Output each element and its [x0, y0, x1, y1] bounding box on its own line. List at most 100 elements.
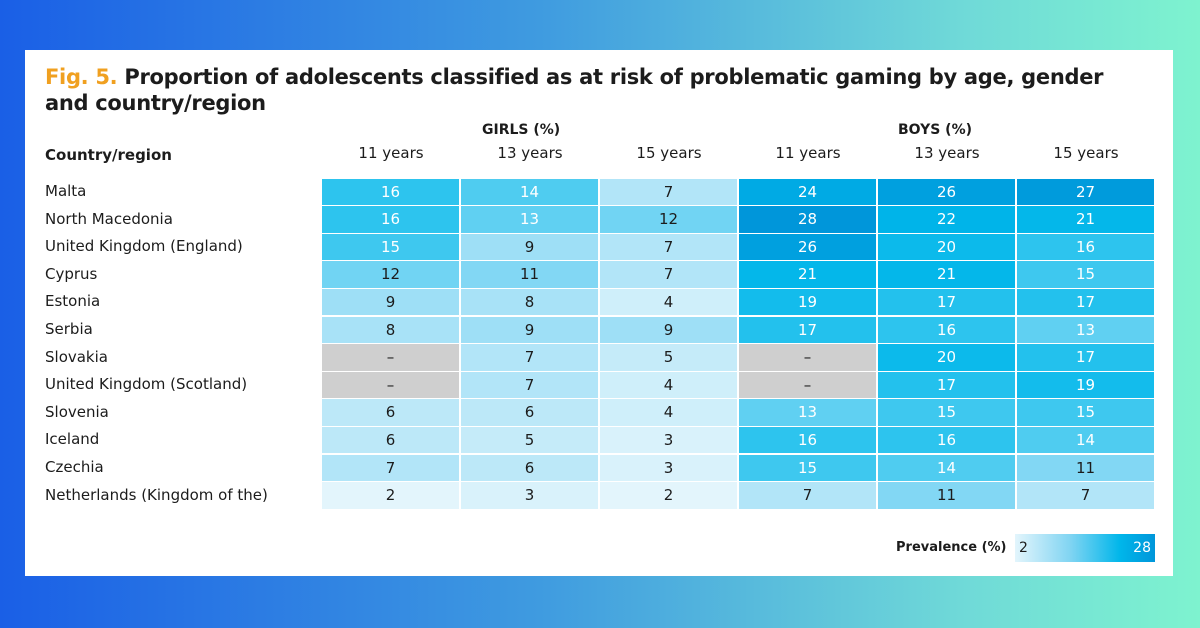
- row-label: Iceland: [45, 430, 100, 449]
- legend-min: 2: [1019, 540, 1028, 556]
- heatmap-cell: 28: [739, 206, 876, 233]
- heatmap-cell: 17: [878, 288, 1015, 316]
- heatmap-cell: 11: [878, 482, 1015, 509]
- heatmap-cell: 2: [600, 482, 737, 509]
- heatmap-cell: 22: [878, 206, 1015, 233]
- heatmap-cell: 6: [322, 426, 459, 454]
- heatmap-cell: 16: [739, 426, 876, 454]
- heatmap-cell: 26: [878, 178, 1015, 205]
- legend-max: 28: [1133, 540, 1151, 556]
- row-label: Czechia: [45, 458, 104, 476]
- heatmap-cell: 7: [1017, 482, 1154, 509]
- heatmap-cell: 7: [461, 371, 598, 399]
- heatmap-cell: 6: [461, 454, 598, 481]
- heatmap-cell: 16: [878, 316, 1015, 343]
- row-label: United Kingdom (England): [45, 237, 243, 256]
- heatmap-cell: 3: [600, 426, 737, 454]
- heatmap-cell: 7: [322, 454, 459, 481]
- heatmap-cell: 21: [878, 261, 1015, 288]
- heatmap-cell: 21: [1017, 206, 1154, 233]
- row-label: Slovenia: [45, 402, 109, 421]
- country-column-header: Country/region: [45, 146, 172, 164]
- row-label: Slovakia: [45, 347, 108, 366]
- column-header: 15 years: [1053, 144, 1119, 162]
- heatmap-cell: 26: [739, 233, 876, 261]
- column-header: 13 years: [914, 144, 980, 162]
- heatmap-cell: 8: [322, 316, 459, 343]
- heatmap-cell: –: [739, 344, 876, 371]
- figure-number: Fig. 5.: [45, 65, 118, 89]
- legend-color-scale: 2 28: [1015, 534, 1155, 562]
- heatmap-cell: 11: [1017, 454, 1154, 481]
- figure-card: Fig. 5. Proportion of adolescents classi…: [25, 50, 1173, 576]
- heatmap-cell: 15: [739, 454, 876, 481]
- column-header: 13 years: [497, 144, 563, 162]
- heatmap-cell: 7: [600, 261, 737, 288]
- heatmap-cell: 27: [1017, 178, 1154, 205]
- heatmap-cell: 4: [600, 399, 737, 426]
- heatmap-cell: 9: [322, 288, 459, 316]
- heatmap-cell: 7: [600, 178, 737, 205]
- figure-title: Fig. 5. Proportion of adolescents classi…: [45, 64, 1145, 116]
- row-label: Netherlands (Kingdom of the): [45, 485, 268, 504]
- heatmap-cell: 3: [461, 482, 598, 509]
- heatmap-cell: 5: [461, 426, 598, 454]
- heatmap-cell: 7: [461, 344, 598, 371]
- heatmap-cell: 9: [600, 316, 737, 343]
- row-label: Malta: [45, 182, 87, 200]
- heatmap-cell: 6: [322, 399, 459, 426]
- heatmap-cell: 4: [600, 371, 737, 399]
- heatmap-cell: 19: [739, 288, 876, 316]
- heatmap-cell: 13: [1017, 316, 1154, 343]
- column-header: 11 years: [358, 144, 424, 162]
- row-label: North Macedonia: [45, 209, 173, 228]
- heatmap-cell: 7: [600, 233, 737, 261]
- heatmap-cell: 4: [600, 288, 737, 316]
- figure-title-text: Proportion of adolescents classified as …: [45, 65, 1104, 115]
- heatmap-cell: 17: [1017, 344, 1154, 371]
- row-label: United Kingdom (Scotland): [45, 375, 248, 394]
- heatmap-cell: 20: [878, 344, 1015, 371]
- heatmap-cell: 13: [461, 206, 598, 233]
- heatmap-cell: 5: [600, 344, 737, 371]
- heatmap-cell: 15: [878, 399, 1015, 426]
- legend-label: Prevalence (%): [896, 540, 1007, 555]
- heatmap-cell: 9: [461, 316, 598, 343]
- heatmap-cell: 11: [461, 261, 598, 288]
- heatmap-cell: 17: [1017, 288, 1154, 316]
- heatmap-cell: 12: [322, 261, 459, 288]
- row-label: Serbia: [45, 320, 93, 338]
- heatmap-cell: 16: [322, 206, 459, 233]
- heatmap-cell: 7: [739, 482, 876, 509]
- heatmap-cell: 17: [739, 316, 876, 343]
- heatmap-cell: 12: [600, 206, 737, 233]
- boys-group-header: BOYS (%): [898, 122, 972, 138]
- heatmap-cell: 17: [878, 371, 1015, 399]
- heatmap-cell: –: [739, 371, 876, 399]
- heatmap-cell: 14: [878, 454, 1015, 481]
- heatmap-cell: 6: [461, 399, 598, 426]
- row-label: Cyprus: [45, 264, 98, 283]
- column-header: 11 years: [775, 144, 841, 162]
- heatmap-cell: 14: [461, 178, 598, 205]
- heatmap-cell: 16: [322, 178, 459, 205]
- heatmap-cell: 14: [1017, 426, 1154, 454]
- girls-group-header: GIRLS (%): [482, 122, 561, 138]
- heatmap-cell: 16: [1017, 233, 1154, 261]
- heatmap-cell: 24: [739, 178, 876, 205]
- row-label: Estonia: [45, 292, 101, 311]
- heatmap-cell: 20: [878, 233, 1015, 261]
- heatmap-cell: 3: [600, 454, 737, 481]
- heatmap-cell: 21: [739, 261, 876, 288]
- heatmap-cell: 9: [461, 233, 598, 261]
- heatmap-cell: –: [322, 371, 459, 399]
- heatmap-cell: 15: [322, 233, 459, 261]
- heatmap-cell: 2: [322, 482, 459, 509]
- heatmap-cell: 13: [739, 399, 876, 426]
- heatmap-cell: –: [322, 344, 459, 371]
- heatmap-cell: 15: [1017, 261, 1154, 288]
- column-header: 15 years: [636, 144, 702, 162]
- heatmap-cell: 8: [461, 288, 598, 316]
- heatmap-cell: 16: [878, 426, 1015, 454]
- heatmap-cell: 19: [1017, 371, 1154, 399]
